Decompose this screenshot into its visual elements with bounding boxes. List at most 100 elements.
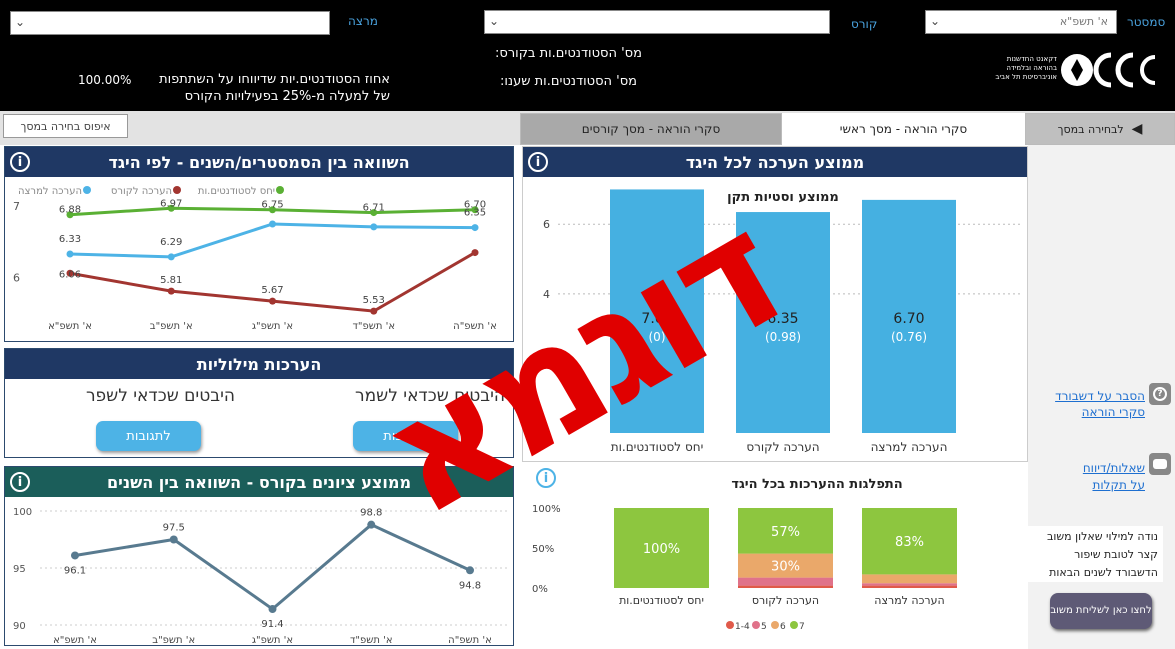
- dist-panel: i התפלגות ההערכות בכל היגד 0% 50% 100% 100% י…: [522, 462, 1028, 649]
- students-responded-label: מס' הסטודנטים.ות שענו:: [500, 74, 637, 89]
- compare-chart: יחס לסטודנטים.ות הערכה לקורס הערכה למרצה 6 7…: [13, 186, 497, 332]
- compare-panel-title: השוואה בין הסמסטרים/השנים - לפי היגד: [5, 147, 513, 177]
- stacked-bar-segment: [738, 553, 833, 578]
- x-tick-label: א' תשפ"ד: [352, 321, 395, 332]
- data-point: [269, 220, 276, 228]
- semester-value: א' תשפ"א: [1059, 15, 1108, 28]
- data-point: [471, 224, 479, 232]
- y-tick-label: 6: [13, 272, 20, 285]
- series-line: [69, 222, 476, 259]
- chat-icon[interactable]: [1149, 453, 1171, 475]
- stacked-bar-segment: [738, 585, 833, 588]
- info-icon[interactable]: i: [536, 468, 556, 488]
- university-logo: דקאנט החדשנות בהוראה ובלמידה אוניברסיטת …: [985, 51, 1168, 89]
- data-label: 91.4: [261, 619, 283, 630]
- participation-line2: של למעלה מ-25% בפעילויות הקורס: [184, 89, 390, 104]
- y-tick-label: 4: [543, 288, 550, 301]
- data-label: 98.8: [360, 508, 382, 519]
- x-tick-label: הערכה למרצה: [874, 594, 944, 607]
- course-dropdown[interactable]: ⌄: [484, 10, 830, 34]
- data-label: 5.81: [160, 275, 182, 286]
- data-label: 6.33: [59, 234, 81, 245]
- bar-sd-label: (0.76): [891, 330, 927, 344]
- send-feedback-button[interactable]: לחצו כאן לשליחת משוב: [1050, 593, 1152, 629]
- data-point: [269, 206, 276, 214]
- x-tick-label: א' תשפ"ג: [252, 635, 293, 645]
- x-tick-label: א' תשפ"ה: [453, 321, 497, 332]
- legend-marker: [726, 621, 734, 629]
- lecturer-dropdown[interactable]: ⌄: [10, 11, 330, 35]
- stacked-bar-segment: [738, 508, 833, 554]
- semester-label: סמסטר: [1127, 15, 1166, 29]
- chevron-down-icon: ⌄: [930, 14, 941, 28]
- stacked-bar-segment: [862, 585, 957, 588]
- legend-label: 6: [780, 622, 786, 632]
- data-label: 6.06: [59, 269, 81, 280]
- tab-courses-screen[interactable]: סקרי הוראה - מסך קורסים: [520, 113, 782, 145]
- keep-responses-button[interactable]: לתגובות: [353, 421, 458, 451]
- chart-subtitle: ממוצע וסטיות תקן: [727, 190, 839, 205]
- legend-marker: [771, 621, 779, 629]
- feedback-box: [1028, 526, 1163, 582]
- x-tick-label: א' תשפ"ב: [150, 321, 193, 332]
- feedback-text: נודה למילוי שאלון משוב קצר לטובת שיפור ה…: [1047, 530, 1158, 579]
- info-icon[interactable]: i: [528, 152, 548, 172]
- info-icon[interactable]: i: [10, 472, 30, 492]
- data-label: 6.97: [160, 198, 182, 209]
- tab-courses-screen-label: סקרי הוראה - מסך קורסים: [581, 122, 721, 136]
- report-issues-link[interactable]: שאלות/דיווח על תקלות: [1030, 460, 1145, 494]
- legend-label: 5: [761, 622, 767, 632]
- y-tick-label: 50%: [532, 544, 554, 555]
- segment-label: 83%: [895, 535, 924, 550]
- series-line: [74, 522, 471, 611]
- data-label: 6.70: [464, 200, 486, 211]
- data-point: [367, 520, 376, 529]
- y-tick-label: 100: [13, 507, 32, 518]
- back-to-selection-button[interactable]: לבחירה במסך ◀: [1025, 113, 1175, 145]
- stacked-bar-segment: [862, 508, 957, 575]
- report-issues-line1: שאלות/דיווח: [1082, 461, 1145, 475]
- legend-marker: [276, 186, 284, 194]
- data-point: [169, 535, 178, 544]
- data-point: [167, 253, 175, 261]
- data-point: [269, 297, 276, 305]
- tab-main-screen[interactable]: סקרי הוראה - מסך ראשי: [782, 113, 1025, 145]
- lecturer-label: מרצה: [348, 14, 378, 28]
- info-icon[interactable]: i: [10, 152, 30, 172]
- legend-label: הערכה לקורס: [111, 186, 172, 197]
- legend-label: יחס לסטודנטים.ות: [198, 186, 275, 197]
- x-tick-label: א' תשפ"ב: [152, 635, 195, 645]
- data-point: [167, 287, 175, 295]
- data-label: 96.1: [64, 565, 86, 576]
- data-label: 97.5: [163, 523, 185, 534]
- logo-text: דקאנט החדשנות בהוראה ובלמידה אוניברסיטת …: [995, 55, 1057, 81]
- dashboard-explanation-link[interactable]: הסבר על דשבורד סקרי הוראה: [1055, 389, 1145, 419]
- course-label: קורס: [851, 17, 878, 31]
- data-point: [71, 551, 79, 560]
- semester-dropdown[interactable]: א' תשפ"א ⌄: [925, 10, 1117, 34]
- reset-selection-button[interactable]: איפוס בחירה במסך: [3, 114, 128, 138]
- legend-label: 1-4: [735, 622, 750, 632]
- x-tick-label: יחס לסטודנטים.ות: [619, 594, 704, 607]
- bar: [736, 212, 830, 433]
- help-icon[interactable]: ?: [1149, 383, 1171, 405]
- x-tick-label: א' תשפ"ג: [252, 321, 293, 332]
- bar-value-label: 7.00: [641, 311, 672, 327]
- back-label: לבחירה במסך: [1057, 122, 1124, 136]
- improve-responses-button[interactable]: לתגובות: [96, 421, 201, 451]
- verbal-panel: הערכות מילוליות היבטים שכדאי לשמר היבטים…: [4, 348, 514, 458]
- legend-label: הערכה למרצה: [18, 186, 82, 197]
- x-tick-label: הערכה לקורס: [752, 594, 819, 607]
- data-point: [66, 211, 74, 219]
- bar: [862, 199, 956, 433]
- segment-label: 30%: [771, 560, 800, 575]
- bar-value-label: 6.70: [893, 311, 924, 327]
- x-tick-label: א' תשפ"א: [53, 635, 97, 645]
- data-label: 5.53: [363, 295, 385, 306]
- avg-panel: ממוצע הערכה לכל היגד i 4 6 7.00 (0) יחס לסטו…: [522, 146, 1028, 462]
- y-tick-label: 7: [13, 200, 20, 213]
- grades-chart: 90 95 100 96.1 97.5 91.4 98.8 94.8 א' תשפ"א א' תש…: [13, 507, 510, 645]
- data-point: [471, 206, 479, 214]
- bar: [610, 189, 704, 433]
- x-tick-label: הערכה לקורס: [746, 440, 819, 454]
